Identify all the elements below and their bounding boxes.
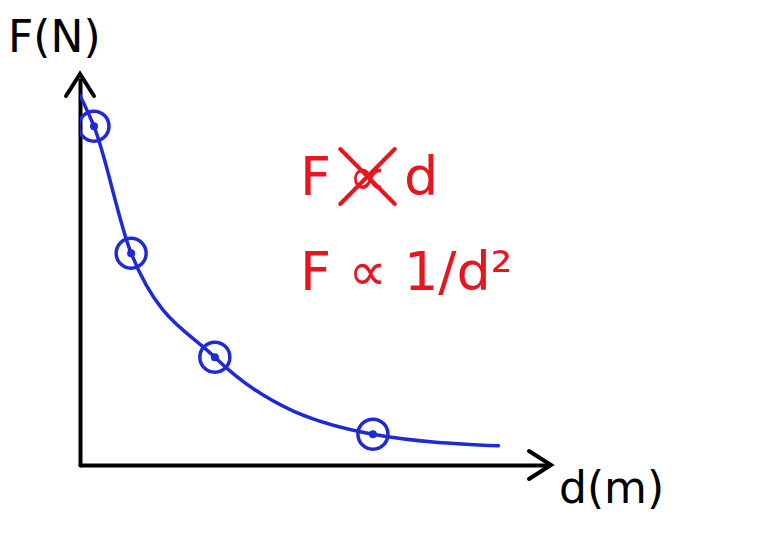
point-dot <box>127 249 135 257</box>
data-point <box>116 238 146 268</box>
axis-line <box>79 81 83 466</box>
point-ring <box>200 342 230 372</box>
point-ring <box>116 238 146 268</box>
annotation: F ∝ 1/d² <box>300 240 512 303</box>
axis-arrow <box>66 74 94 96</box>
data-point <box>200 342 230 372</box>
axis-arrow <box>529 451 551 479</box>
x-axis-title: d(m) <box>559 462 664 513</box>
point-ring <box>80 111 109 141</box>
point-dot <box>211 353 219 361</box>
y-axis <box>80 81 81 466</box>
data-point <box>358 419 388 449</box>
point-ring <box>358 419 388 449</box>
point-dot <box>369 430 377 438</box>
data-point <box>80 111 109 141</box>
annotation: F ∝ d <box>300 145 438 208</box>
axis-line <box>81 464 546 468</box>
chart: F(N) d(m) F ∝ d F ∝ 1/d² <box>0 0 779 557</box>
y-axis-title: F(N) <box>8 11 101 62</box>
strike-through <box>340 149 395 204</box>
point-dot <box>90 122 98 130</box>
x-axis <box>81 465 546 466</box>
